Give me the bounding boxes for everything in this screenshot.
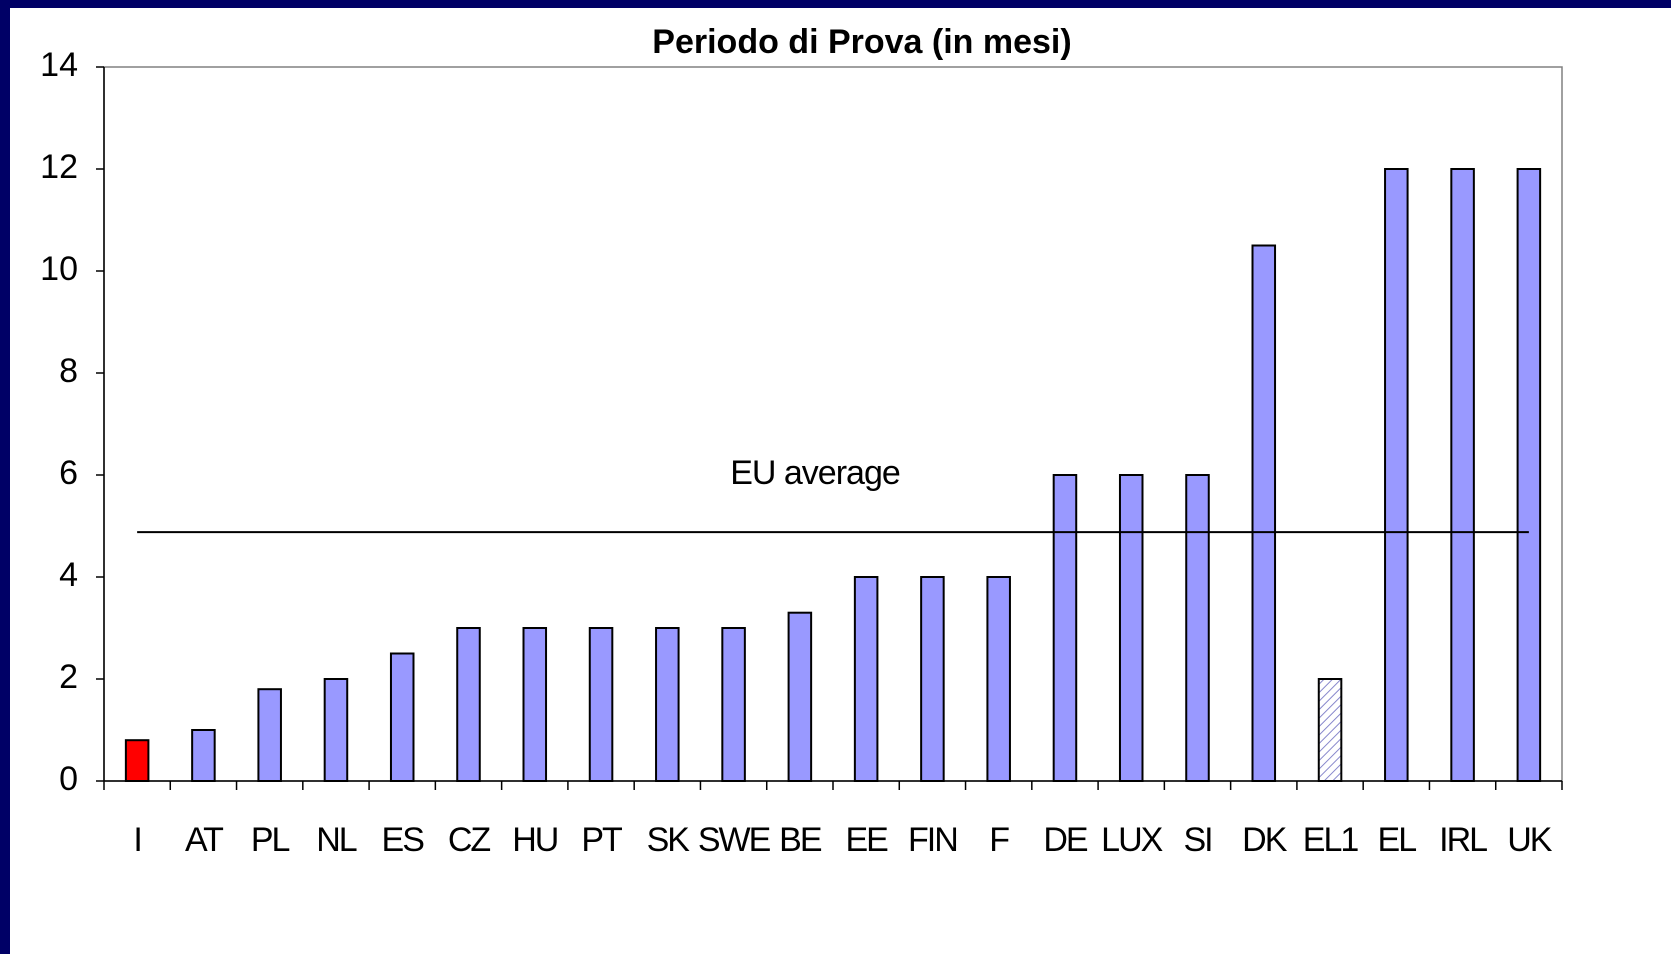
bar (986, 576, 1011, 782)
x-tick-label: FIN (908, 821, 957, 859)
bar (1251, 244, 1277, 782)
x-tick-label: EL1 (1303, 821, 1359, 859)
bar (1185, 474, 1210, 782)
x-tick-label: SWE (698, 821, 771, 859)
bar (323, 678, 349, 782)
bar (522, 627, 548, 782)
x-tick-label: BE (779, 821, 822, 859)
x-tick-label: LUX (1101, 821, 1162, 859)
bar (588, 627, 614, 782)
y-tick-label: 14 (40, 46, 78, 84)
x-tick-label: HU (512, 821, 557, 859)
y-tick-label: 4 (59, 556, 78, 594)
x-tick-label: EL (1378, 821, 1417, 859)
x-tick-label: DE (1043, 821, 1088, 859)
x-tick-label: SK (647, 821, 691, 859)
bar (721, 627, 746, 782)
bar (1118, 474, 1144, 782)
bar (389, 652, 415, 782)
x-tick-label: ES (382, 821, 425, 859)
y-tick-label: 10 (40, 250, 78, 288)
bar (124, 739, 150, 783)
bar (1317, 678, 1343, 782)
y-tick-label: 8 (59, 352, 78, 390)
x-tick-label: PL (251, 821, 290, 859)
bar (853, 576, 879, 782)
x-tick-label: SI (1183, 821, 1211, 859)
bar (456, 627, 481, 782)
bar (1052, 474, 1078, 782)
y-tick-label: 2 (59, 658, 78, 696)
x-tick-label: PT (581, 821, 622, 859)
x-tick-label: UK (1507, 821, 1553, 859)
bar (655, 627, 680, 782)
x-tick-label: IRL (1439, 821, 1487, 859)
x-tick-label: F (989, 821, 1009, 859)
x-tick-label: I (133, 821, 140, 859)
bar (787, 611, 813, 783)
x-tick-label: DK (1242, 821, 1288, 859)
x-tick-label: AT (185, 821, 223, 859)
x-tick-label: NL (316, 821, 357, 859)
bar (1450, 168, 1475, 782)
y-tick-label: 0 (59, 760, 78, 798)
x-tick-label: EE (845, 821, 888, 859)
x-tick-label: CZ (448, 821, 491, 859)
y-tick-label: 12 (40, 148, 78, 186)
bar (191, 729, 216, 782)
reference-label: EU average (730, 454, 900, 492)
bar (1384, 168, 1409, 782)
bar (1516, 168, 1542, 782)
y-tick-label: 6 (59, 454, 78, 492)
bar (920, 576, 945, 782)
bar (257, 688, 282, 783)
chart-title: Periodo di Prova (in mesi) (652, 23, 1071, 61)
